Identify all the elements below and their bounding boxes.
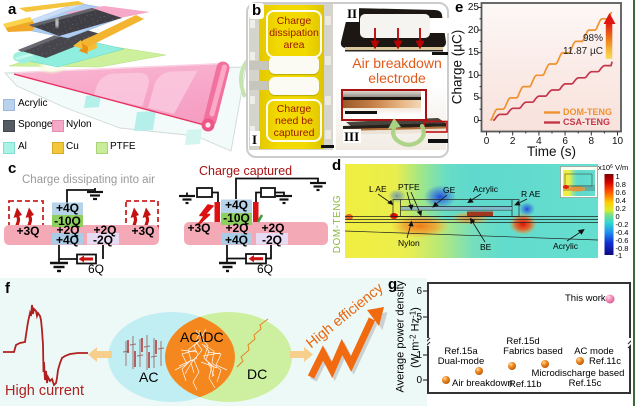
svg-text:R AE: R AE (521, 189, 541, 199)
svg-text:BE: BE (480, 242, 492, 252)
svg-text:Nylon: Nylon (398, 238, 420, 248)
svg-text:0.4: 0.4 (616, 196, 626, 205)
svg-text:-1: -1 (616, 251, 623, 259)
svg-text:Acrylic: Acrylic (473, 184, 499, 194)
svg-text:0.8: 0.8 (616, 180, 626, 189)
svg-text:0: 0 (616, 212, 620, 221)
svg-text:GE: GE (443, 185, 456, 195)
svg-text:-0.6: -0.6 (616, 236, 629, 245)
svg-text:-0.2: -0.2 (616, 220, 629, 229)
svg-text:Acrylic: Acrylic (553, 241, 579, 251)
svg-text:-0.8: -0.8 (616, 244, 629, 253)
svg-text:1: 1 (616, 172, 620, 181)
svg-text:L AE: L AE (369, 184, 387, 194)
svg-text:x106 V/m: x106 V/m (598, 163, 628, 172)
svg-text:0.6: 0.6 (616, 188, 626, 197)
svg-text:-0.4: -0.4 (616, 228, 629, 237)
svg-text:PTFE: PTFE (398, 182, 420, 192)
svg-text:0.2: 0.2 (616, 204, 626, 213)
